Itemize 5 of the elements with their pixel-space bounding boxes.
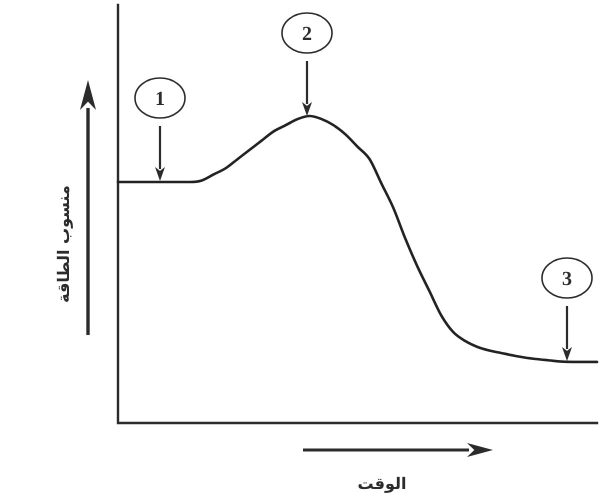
annotation: 3	[562, 268, 572, 290]
y-axis-title: منسوب الطاقة	[54, 185, 73, 303]
text: 2	[302, 23, 312, 45]
x-axis-title: الوقت	[358, 474, 406, 493]
text: 1	[155, 88, 165, 110]
